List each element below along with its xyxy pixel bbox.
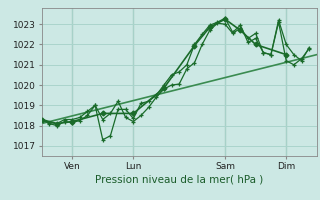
X-axis label: Pression niveau de la mer( hPa ): Pression niveau de la mer( hPa ): [95, 175, 263, 185]
